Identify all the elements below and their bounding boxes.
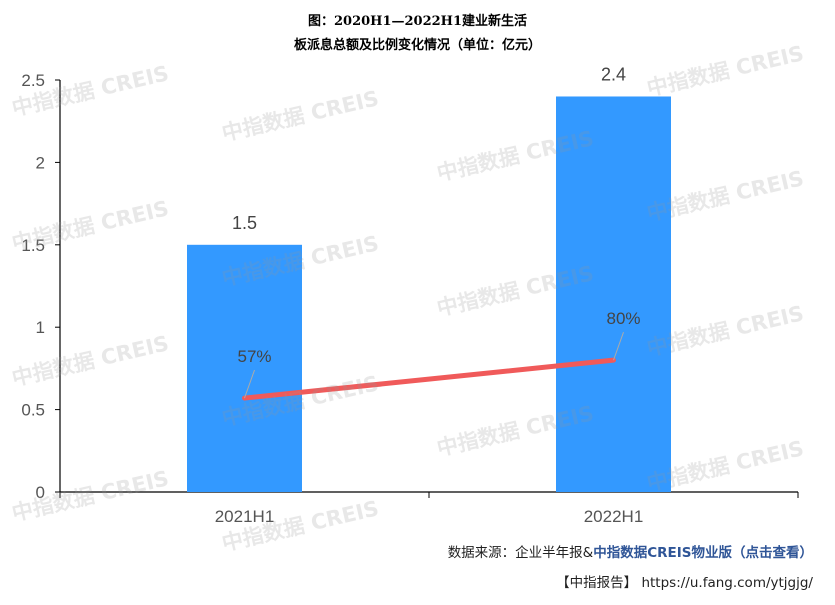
y-tick-label: 2 — [36, 153, 45, 172]
report-link-row: 【中指报告】 https://u.fang.com/ytjgjg/ — [556, 571, 813, 591]
report-label: 【中指报告】 — [556, 575, 638, 591]
bar-2022H1 — [556, 96, 671, 492]
data-source: 数据来源：企业半年报&中指数据CREIS物业版（点击查看） — [448, 541, 813, 561]
y-tick-label: 1 — [36, 318, 45, 337]
x-tick-label: 2022H1 — [584, 507, 644, 526]
x-tick-label: 2021H1 — [215, 507, 275, 526]
bar-value-label: 2.4 — [601, 64, 626, 84]
ratio-value-label: 57% — [237, 347, 271, 366]
bar-value-label: 1.5 — [232, 213, 257, 233]
source-link[interactable]: 中指数据CREIS物业版（点击查看） — [593, 545, 813, 561]
ratio-line — [242, 357, 616, 401]
chart-title-line-1: 图：2020H1—2022H1建业新生活 — [307, 14, 528, 29]
chart-title-line-2: 板派息总额及比例变化情况（单位：亿元） — [293, 38, 541, 53]
labels-group: 1.5 2021H1 2.4 2022H1 57% 80% — [215, 64, 644, 526]
ratio-line-group — [242, 331, 624, 401]
source-prefix: 数据来源：企业半年报& — [447, 545, 594, 561]
ratio-leader-line — [613, 331, 624, 361]
y-tick-label: 2.5 — [21, 71, 45, 90]
ratio-value-label: 80% — [606, 309, 640, 328]
y-tick-label: 0.5 — [21, 401, 45, 420]
axes: 0 0.5 1 1.5 2 2.5 — [21, 71, 799, 502]
y-tick-label: 0 — [36, 483, 45, 502]
bars-group — [187, 96, 671, 492]
ratio-leader-line — [244, 369, 255, 399]
y-tick-label: 1.5 — [21, 236, 45, 255]
bar-2021H1 — [187, 244, 302, 492]
report-url[interactable]: https://u.fang.com/ytjgjg/ — [641, 575, 813, 591]
